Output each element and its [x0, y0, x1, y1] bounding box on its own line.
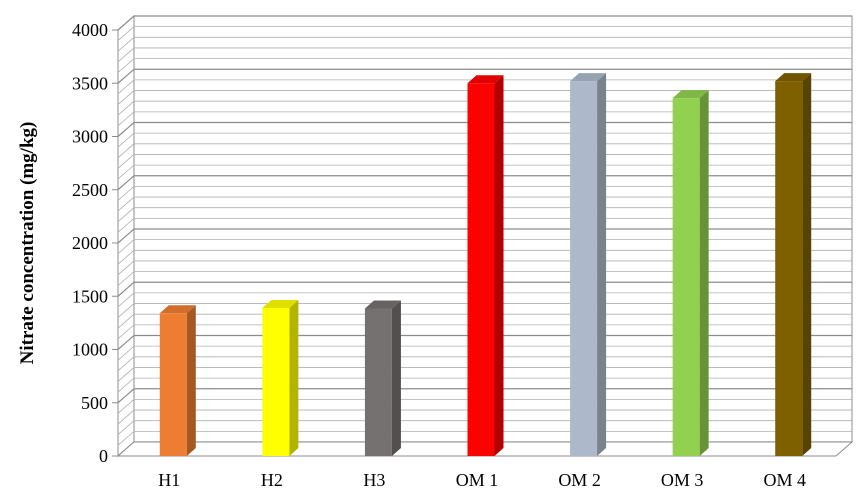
gridline [117, 388, 852, 404]
x-tick-label: OM 2 [558, 470, 601, 490]
x-tick-label: H3 [363, 470, 385, 490]
gridline [117, 334, 852, 350]
bar-h2 [262, 299, 299, 456]
gridline [117, 164, 852, 180]
bars [159, 73, 812, 457]
gridline [117, 154, 852, 169]
y-tick-label: 1000 [72, 340, 108, 360]
gridline [117, 175, 852, 191]
y-tick-label: 1500 [72, 286, 108, 306]
gridline [117, 409, 852, 425]
y-tick-label: 2500 [72, 180, 108, 200]
bar-top [364, 300, 401, 309]
bar-front [570, 81, 598, 457]
gridlines [117, 15, 852, 457]
bar-front [262, 307, 290, 456]
gridline [117, 356, 852, 372]
gridline [117, 68, 852, 84]
y-tick-label: 500 [81, 393, 108, 413]
bar-side [289, 299, 299, 456]
bar-front [159, 313, 187, 456]
gridline [117, 207, 852, 223]
gridline [117, 15, 852, 31]
gridline [117, 430, 852, 446]
gridline [117, 185, 852, 201]
bar-front [672, 98, 700, 456]
gridline [117, 143, 852, 159]
bar-top [159, 305, 196, 314]
x-tick-label: H2 [261, 470, 283, 490]
gridline [117, 121, 852, 137]
bar-side [186, 305, 196, 456]
y-axis-title: Nitrate concentration (mg/kg) [17, 122, 38, 365]
gridline [117, 377, 852, 393]
bar-top [570, 73, 607, 82]
bar-top [775, 73, 812, 82]
x-tick-label: H1 [158, 470, 180, 490]
gridline [117, 79, 852, 95]
gridline [117, 217, 852, 233]
gridline [117, 324, 852, 340]
y-tick-label: 2000 [72, 233, 108, 253]
bar-h3 [364, 300, 401, 456]
gridline [117, 100, 852, 116]
bar-side [597, 73, 607, 457]
gridline [117, 420, 852, 436]
bar-side [802, 73, 812, 457]
bar-om-3 [672, 90, 709, 456]
gridline [117, 260, 852, 276]
bar-side [494, 75, 504, 456]
gridline [117, 58, 852, 73]
gridline [117, 90, 852, 105]
gridline [117, 36, 852, 52]
gridline [117, 281, 852, 297]
gridline [117, 313, 852, 329]
x-tick-label: OM 4 [763, 470, 806, 490]
bar-h1 [159, 305, 196, 456]
gridline [117, 292, 852, 308]
x-tick-label: OM 3 [661, 470, 704, 490]
gridline [117, 26, 852, 41]
bar-front [775, 81, 803, 457]
y-tick-label: 0 [99, 446, 108, 466]
bar-front [467, 83, 495, 456]
bar-side [391, 300, 401, 456]
bar-side [699, 90, 709, 456]
y-axis-tick-labels: 0 500 1000 1500 2000 2500 3000 3500 4000 [72, 20, 108, 466]
bar-om-1 [467, 75, 504, 456]
y-tick-label: 3000 [72, 127, 108, 147]
gridline [117, 228, 852, 244]
bar-om-4 [775, 73, 812, 457]
bar-top [467, 75, 504, 84]
x-tick-label: OM 1 [456, 470, 499, 490]
bar-front [364, 308, 392, 456]
gridline [117, 398, 852, 414]
bar-top [672, 90, 709, 99]
x-axis-tick-labels: H1 H2 H3 OM 1 OM 2 OM 3 OM 4 [158, 470, 806, 490]
bar-om-2 [570, 73, 607, 457]
gridline [117, 345, 852, 361]
gridline [117, 111, 852, 127]
gridline [117, 303, 852, 318]
gridline [117, 239, 852, 254]
gridline [117, 271, 852, 286]
y-tick-label: 4000 [72, 20, 108, 40]
gridline [117, 367, 852, 382]
gridline [117, 47, 852, 63]
gridline [117, 132, 852, 148]
bar-top [262, 299, 299, 308]
y-tick-label: 3500 [72, 73, 108, 93]
gridline [117, 196, 852, 212]
gridline [117, 249, 852, 265]
